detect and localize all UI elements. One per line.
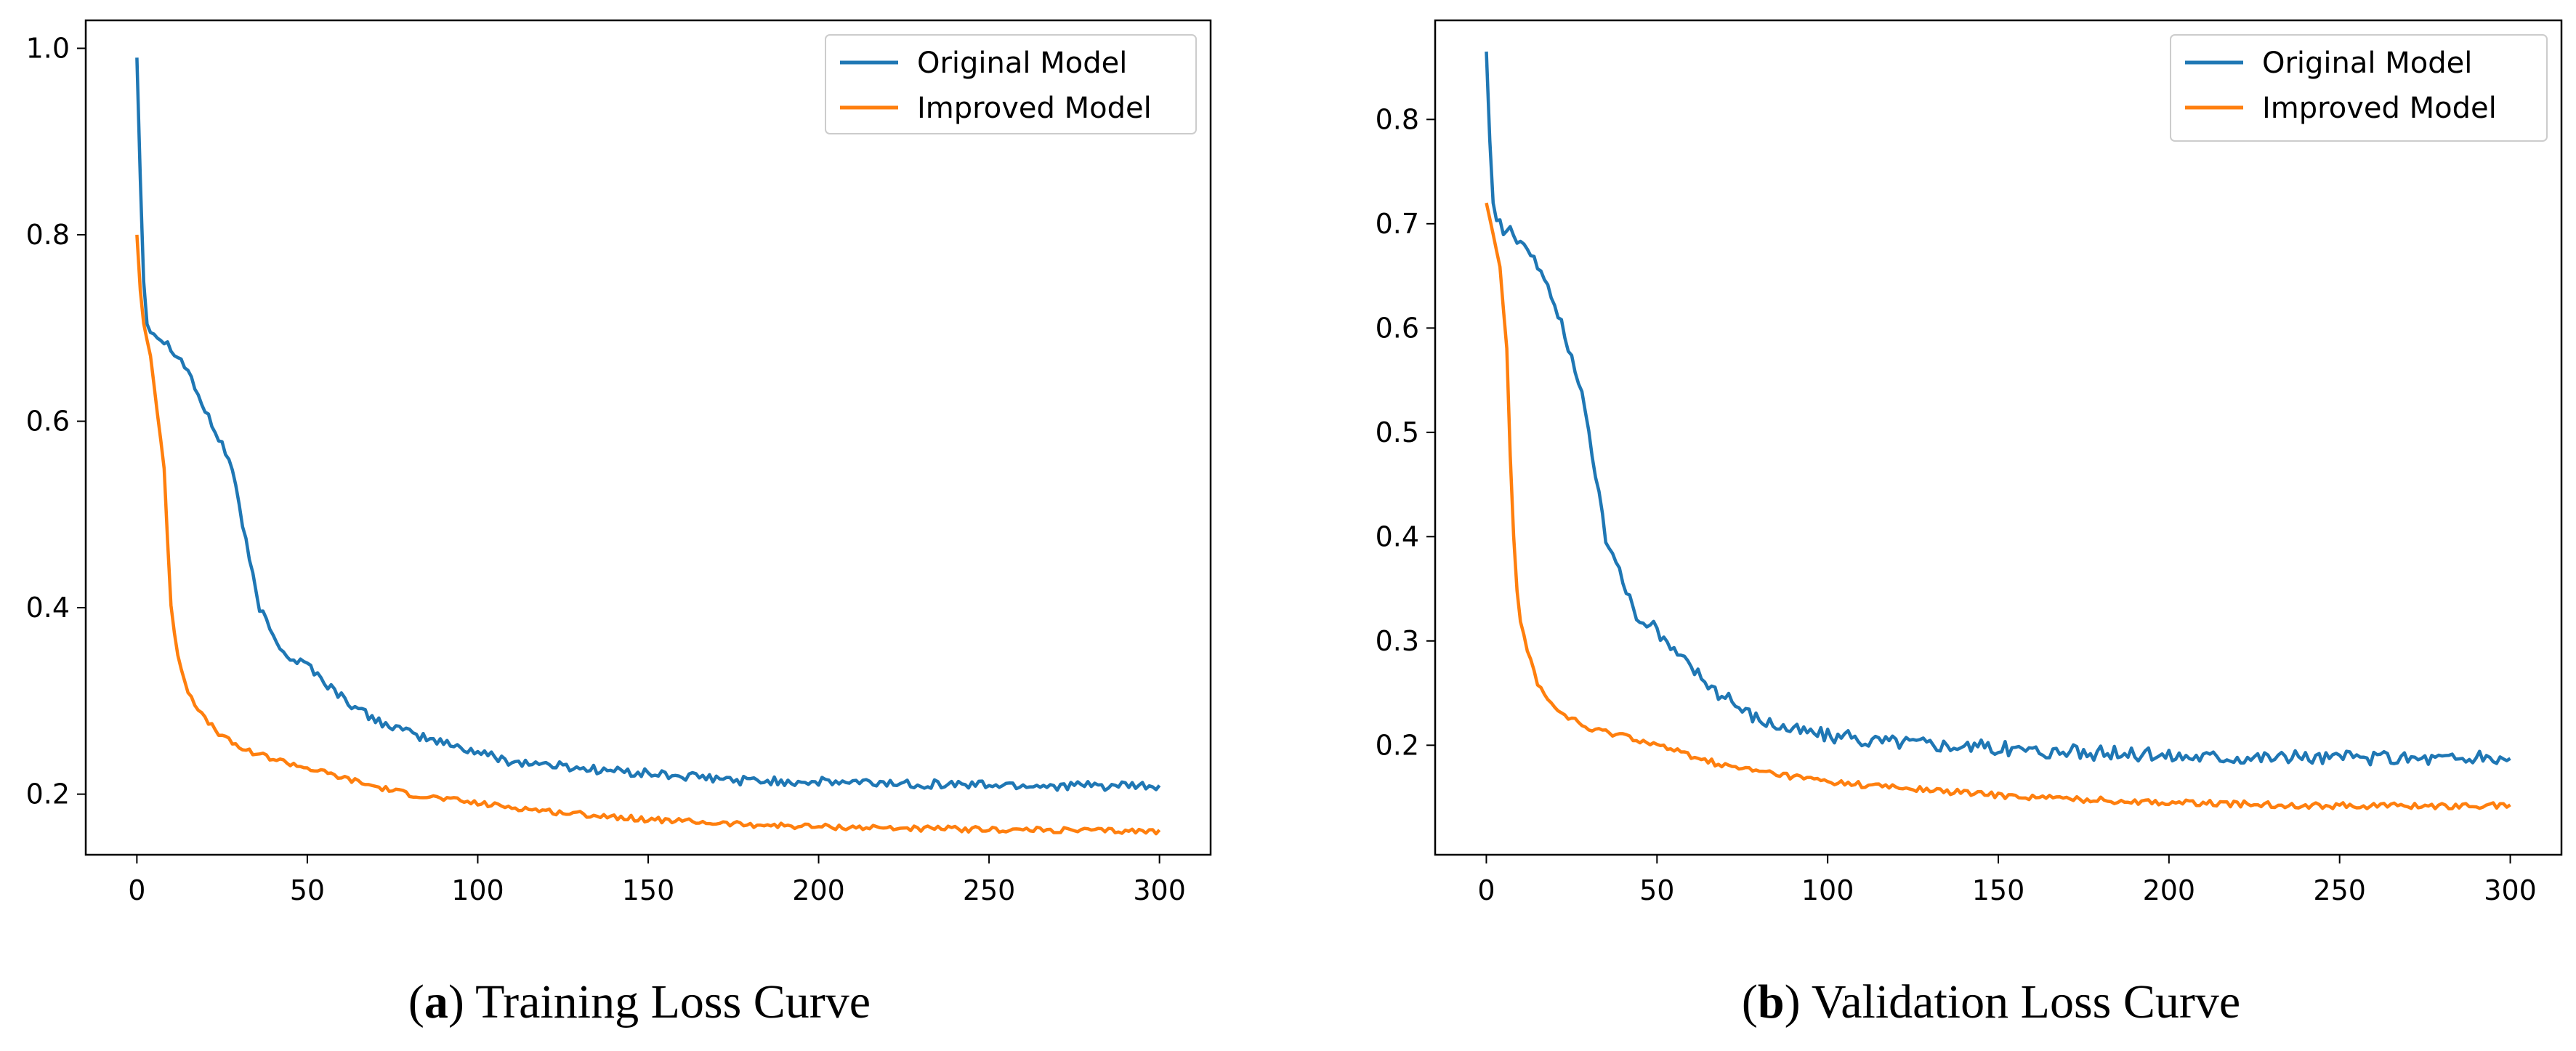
x-tick-label: 250 (2313, 874, 2366, 906)
x-tick-label: 100 (1801, 874, 1854, 906)
series-line-original-model (135, 57, 1161, 792)
panel-training-loss: 0 50 100 150 200 250 300 0.2 0.4 0.6 0.8 1.0 Origina… (26, 19, 1212, 1028)
x-tick-label: 150 (1972, 874, 2025, 906)
x-tick-label: 0 (1477, 874, 1495, 906)
x-tick-label: 0 (128, 874, 145, 906)
series-line-improved-model (135, 234, 1161, 836)
y-tick-label: 0.4 (26, 592, 70, 624)
y-tick-label: 0.8 (1376, 103, 1419, 135)
x-tick-label: 300 (2484, 874, 2537, 906)
legend-label: Original Model (917, 47, 1127, 80)
legend-label: Improved Model (2262, 92, 2497, 125)
legend-label: Improved Model (917, 92, 1152, 125)
caption-text: ) Validation Loss Curve (1785, 975, 2241, 1028)
y-tick-label: 1.0 (26, 32, 70, 64)
panel-validation-loss: 0 50 100 150 200 250 300 0.2 0.3 0.4 0.5 0.6 0.7 0.8 O… (1376, 19, 2563, 1028)
caption-open-paren: ( (408, 975, 424, 1028)
caption-text: ) Training Loss Curve (448, 975, 871, 1028)
caption-open-paren: ( (1742, 975, 1758, 1028)
x-tick-label: 50 (290, 874, 325, 906)
legend-box (2170, 34, 2548, 142)
caption-letter: a (424, 975, 448, 1028)
legend-box (825, 34, 1197, 134)
legend-label: Original Model (2262, 47, 2472, 80)
x-tick-label: 300 (1133, 874, 1186, 906)
y-tick-label: 0.6 (1376, 312, 1419, 344)
series-line-improved-model (1485, 202, 2511, 810)
x-tick-label: 200 (2143, 874, 2196, 906)
x-tick-label: 200 (792, 874, 845, 906)
panel-caption: (a) Training Loss Curve (408, 975, 871, 1028)
x-tick-label: 250 (963, 874, 1016, 906)
y-tick-label: 0.8 (26, 219, 70, 251)
axes-frame (84, 19, 1212, 856)
x-tick-label: 100 (451, 874, 504, 906)
y-tick-label: 0.2 (1376, 729, 1419, 761)
y-tick-label: 0.2 (26, 778, 70, 810)
y-tick-label: 0.6 (26, 406, 70, 438)
y-tick-label: 0.3 (1376, 625, 1419, 657)
panel-caption: (b) Validation Loss Curve (1742, 975, 2240, 1028)
y-tick-label: 0.5 (1376, 416, 1419, 448)
y-tick-label: 0.4 (1376, 520, 1419, 552)
y-tick-label: 0.7 (1376, 208, 1419, 240)
x-tick-label: 150 (622, 874, 675, 906)
caption-letter: b (1758, 975, 1785, 1028)
x-tick-label: 50 (1639, 874, 1674, 906)
series-line-original-model (1485, 51, 2511, 767)
